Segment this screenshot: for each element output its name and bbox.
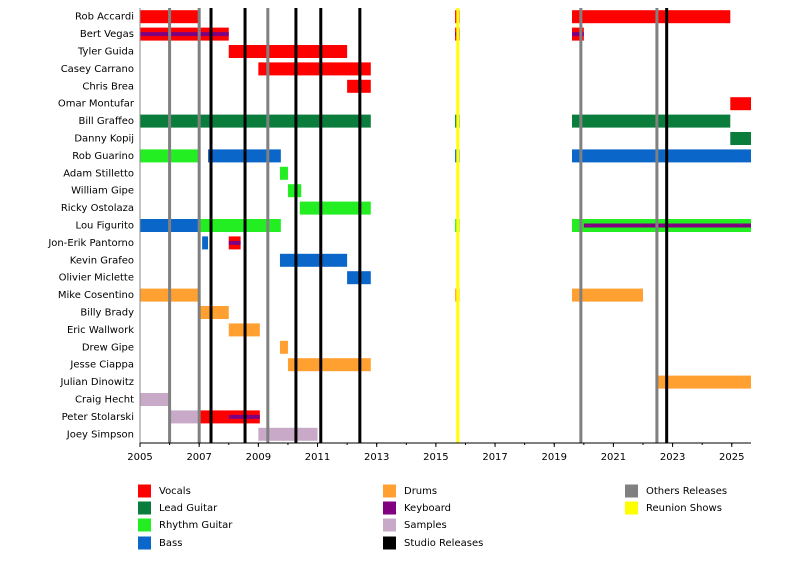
x-tick-label: 2013	[364, 452, 389, 463]
legend-swatch	[383, 484, 396, 498]
keyboard-stripe	[571, 32, 584, 37]
member-bar	[279, 340, 288, 354]
x-tick-label: 2021	[601, 452, 626, 463]
x-tick-label: 2015	[423, 452, 448, 463]
legend-swatch	[138, 518, 151, 532]
legend-label: Lead Guitar	[159, 503, 218, 514]
member-bar	[279, 253, 348, 267]
x-tick-label: 2011	[305, 452, 330, 463]
row-label: Mike Cosentino	[58, 290, 134, 301]
legend-swatch	[625, 501, 638, 515]
x-tick-label: 2025	[719, 452, 744, 463]
x-tick-label: 2019	[542, 452, 567, 463]
legend-label: Drums	[404, 486, 437, 497]
member-bar	[258, 427, 318, 441]
legend-swatch	[138, 484, 151, 498]
member-bar	[199, 306, 229, 319]
legend-swatch	[138, 501, 151, 515]
row-label: Kevin Grafeo	[70, 255, 134, 266]
x-tick-label: 2009	[246, 452, 271, 463]
legend-label: Keyboard	[404, 503, 451, 514]
legend-label: Vocals	[159, 486, 191, 497]
member-bar	[228, 45, 348, 58]
row-label: Danny Kopij	[74, 134, 134, 145]
legend-label: Others Releases	[646, 486, 727, 497]
row-label: Peter Stolarski	[62, 412, 134, 423]
row-label: Bill Graffeo	[78, 116, 134, 127]
row-label: Ricky Ostolaza	[61, 203, 134, 214]
legend-label: Reunion Shows	[646, 503, 722, 514]
row-label: Joey Simpson	[66, 429, 134, 440]
legend-swatch	[383, 501, 396, 515]
legend-label: Bass	[159, 538, 182, 549]
member-bar	[199, 219, 281, 232]
member-bar	[571, 149, 751, 163]
legend-swatch	[383, 518, 396, 532]
row-label: Rob Accardi	[75, 12, 134, 23]
x-tick-label: 2017	[482, 452, 507, 463]
x-tick-label: 2005	[127, 452, 152, 463]
member-bar	[571, 10, 731, 24]
legend-label: Studio Releases	[404, 538, 483, 549]
member-bar	[279, 166, 288, 180]
row-label: Tyler Guida	[77, 47, 134, 58]
member-bar	[730, 97, 751, 111]
member-bar	[571, 114, 731, 128]
member-bar	[287, 358, 371, 372]
member-bar	[169, 410, 200, 424]
legend-swatch	[138, 536, 151, 550]
row-label: Olivier Miclette	[59, 273, 134, 284]
row-label: Rob Guarino	[72, 151, 134, 162]
row-label: Bert Vegas	[80, 29, 134, 40]
row-label: Jon-Erik Pantorno	[47, 238, 134, 249]
row-label: Casey Carrano	[61, 64, 134, 75]
member-bar	[299, 201, 371, 215]
legend-swatch	[625, 484, 638, 498]
row-label: Billy Brady	[80, 308, 134, 319]
row-label: Julian Dinowitz	[59, 377, 134, 388]
row-label: Chris Brea	[82, 81, 134, 92]
x-tick-label: 2023	[660, 452, 685, 463]
legend-label: Samples	[404, 520, 447, 531]
row-label: Adam Stilletto	[63, 168, 134, 179]
x-tick-label: 2007	[186, 452, 211, 463]
row-label: Drew Gipe	[82, 342, 134, 353]
member-bar	[656, 375, 751, 389]
member-bar	[202, 236, 209, 250]
member-bar	[258, 62, 371, 76]
member-bar	[571, 288, 644, 302]
row-label: Craig Hecht	[75, 395, 134, 406]
row-label: Eric Wallwork	[67, 325, 134, 336]
keyboard-stripe	[140, 32, 229, 37]
member-bar	[140, 114, 371, 128]
keyboard-stripe	[228, 240, 241, 245]
member-bar	[730, 132, 751, 145]
row-label: Jesse Ciappa	[69, 360, 134, 371]
row-label: Lou Figurito	[76, 221, 134, 232]
member-bar	[140, 393, 170, 406]
row-label: William Gipe	[71, 186, 134, 197]
legend-swatch	[383, 536, 396, 550]
row-label: Omar Montufar	[58, 99, 135, 110]
legend-label: Rhythm Guitar	[159, 520, 233, 531]
